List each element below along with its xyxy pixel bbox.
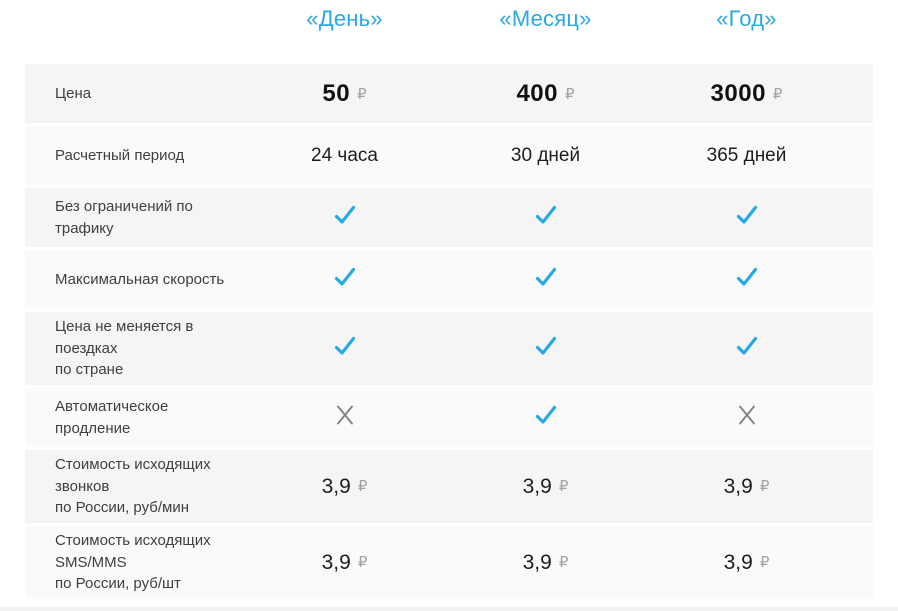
row-value-cell: 30 дней bbox=[445, 145, 646, 167]
row-value-cell bbox=[445, 202, 646, 233]
table-body: Цена 50 ₽400 ₽3000 ₽ Расчетный период 24 часа 3… bbox=[0, 64, 898, 599]
row-label: Цена не меняется в поездках по стране bbox=[55, 317, 194, 379]
row-value-cell: 400 ₽ bbox=[445, 80, 646, 108]
check-icon-wrap bbox=[332, 333, 358, 364]
table-row: Цена не меняется в поездках по стране bbox=[25, 312, 873, 385]
row-value-cell: 3,9 ₽ bbox=[445, 551, 646, 575]
table-row: Цена 50 ₽400 ₽3000 ₽ bbox=[25, 64, 873, 123]
table-row: Стоимость исходящих SMS/MMS по России, р… bbox=[25, 526, 873, 599]
table-row: Стоимость исходящих звонков по России, р… bbox=[25, 450, 873, 523]
check-icon-wrap bbox=[734, 202, 760, 233]
check-icon-wrap bbox=[332, 264, 358, 295]
row-value-cell bbox=[445, 264, 646, 295]
price-value: 3,9 bbox=[321, 474, 351, 498]
column-header-month: «Месяц» bbox=[499, 6, 592, 31]
row-label: Стоимость исходящих звонков по России, р… bbox=[55, 455, 211, 517]
row-value-cell bbox=[445, 402, 646, 433]
text-value: 24 часа bbox=[311, 144, 378, 166]
row-label: Максимальная скорость bbox=[55, 270, 225, 288]
check-icon-wrap bbox=[533, 264, 559, 295]
check-icon bbox=[535, 267, 556, 286]
price-value: 3,9 bbox=[321, 550, 351, 574]
row-value-cell: 3000 ₽ bbox=[646, 80, 847, 108]
check-icon-wrap bbox=[533, 333, 559, 364]
row-value-cell bbox=[646, 333, 847, 364]
table-row: Максимальная скорость bbox=[25, 250, 873, 309]
price-value: 3,9 bbox=[723, 550, 753, 574]
ruble-sign: ₽ bbox=[558, 476, 569, 495]
table-row: Без ограничений по трафику bbox=[25, 188, 873, 247]
check-icon bbox=[535, 405, 556, 424]
ruble-sign: ₽ bbox=[357, 476, 368, 495]
check-icon-wrap bbox=[533, 402, 559, 433]
ruble-sign: ₽ bbox=[558, 552, 569, 571]
row-value-cell bbox=[445, 333, 646, 364]
check-icon-wrap bbox=[734, 333, 760, 364]
row-value-cell bbox=[646, 264, 847, 295]
next-section-edge bbox=[0, 607, 898, 611]
column-header-day: «День» bbox=[306, 6, 383, 31]
row-value-cell bbox=[244, 202, 445, 233]
ruble-sign: ₽ bbox=[759, 476, 770, 495]
row-value-cell bbox=[646, 202, 847, 233]
table-row: Расчетный период 24 часа 30 дней 365 дней bbox=[25, 126, 873, 185]
price-value: 3000 bbox=[710, 79, 766, 107]
price-value: 50 bbox=[322, 79, 351, 107]
price-value: 400 bbox=[516, 79, 558, 107]
row-label: Автоматическое продление bbox=[55, 397, 169, 437]
check-icon bbox=[535, 205, 556, 224]
row-label: Без ограничений по трафику bbox=[55, 197, 193, 237]
cross-icon-wrap bbox=[335, 404, 355, 431]
row-value-cell: 3,9 ₽ bbox=[244, 475, 445, 499]
check-icon-wrap bbox=[533, 202, 559, 233]
cross-icon bbox=[738, 405, 755, 425]
row-value-cell: 50 ₽ bbox=[244, 80, 445, 108]
row-value-cell bbox=[244, 264, 445, 295]
row-value-cell: 365 дней bbox=[646, 145, 847, 167]
row-value-cell bbox=[646, 404, 847, 431]
row-value-cell: 3,9 ₽ bbox=[646, 551, 847, 575]
row-label: Расчетный период bbox=[55, 146, 185, 164]
row-value-cell: 3,9 ₽ bbox=[445, 475, 646, 499]
table-header-row: «День» «Месяц» «Год» bbox=[25, 0, 873, 64]
check-icon bbox=[736, 336, 757, 355]
ruble-sign: ₽ bbox=[759, 552, 770, 571]
cross-icon-wrap bbox=[737, 404, 757, 431]
check-icon bbox=[334, 336, 355, 355]
row-value-cell bbox=[244, 333, 445, 364]
row-label: Стоимость исходящих SMS/MMS по России, р… bbox=[55, 531, 211, 593]
check-icon bbox=[736, 267, 757, 286]
ruble-sign: ₽ bbox=[357, 552, 368, 571]
row-value-cell: 3,9 ₽ bbox=[244, 551, 445, 575]
check-icon bbox=[535, 336, 556, 355]
text-value: 30 дней bbox=[510, 144, 581, 166]
price-value: 3,9 bbox=[522, 550, 552, 574]
check-icon bbox=[334, 267, 355, 286]
ruble-sign: ₽ bbox=[357, 84, 367, 103]
ruble-sign: ₽ bbox=[565, 84, 575, 103]
row-value-cell bbox=[244, 404, 445, 431]
check-icon-wrap bbox=[734, 264, 760, 295]
check-icon bbox=[334, 205, 355, 224]
text-value: 365 дней bbox=[706, 144, 787, 166]
row-label: Цена bbox=[55, 84, 92, 102]
price-value: 3,9 bbox=[522, 474, 552, 498]
row-value-cell: 3,9 ₽ bbox=[646, 475, 847, 499]
row-value-cell: 24 часа bbox=[244, 145, 445, 167]
check-icon-wrap bbox=[332, 202, 358, 233]
price-value: 3,9 bbox=[723, 474, 753, 498]
column-header-year: «Год» bbox=[716, 6, 777, 31]
table-row: Автоматическое продление bbox=[25, 388, 873, 447]
cross-icon bbox=[336, 405, 353, 425]
check-icon bbox=[736, 205, 757, 224]
ruble-sign: ₽ bbox=[772, 84, 783, 103]
